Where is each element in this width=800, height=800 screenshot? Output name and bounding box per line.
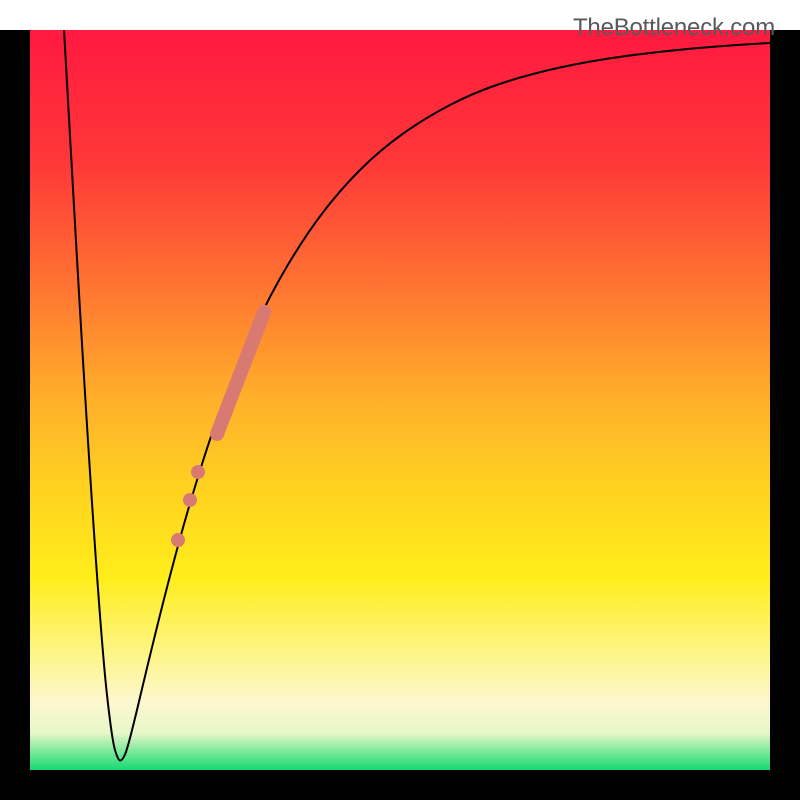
chart-frame: TheBottleneck.com: [0, 0, 800, 800]
marker-dot-0: [191, 465, 205, 479]
marker-dot-2: [171, 533, 185, 547]
curve-path: [64, 30, 770, 761]
performance-curve: [30, 30, 770, 770]
plot-area: [30, 30, 770, 770]
credit-text: TheBottleneck.com: [573, 14, 775, 42]
marker-dot-1: [183, 493, 197, 507]
